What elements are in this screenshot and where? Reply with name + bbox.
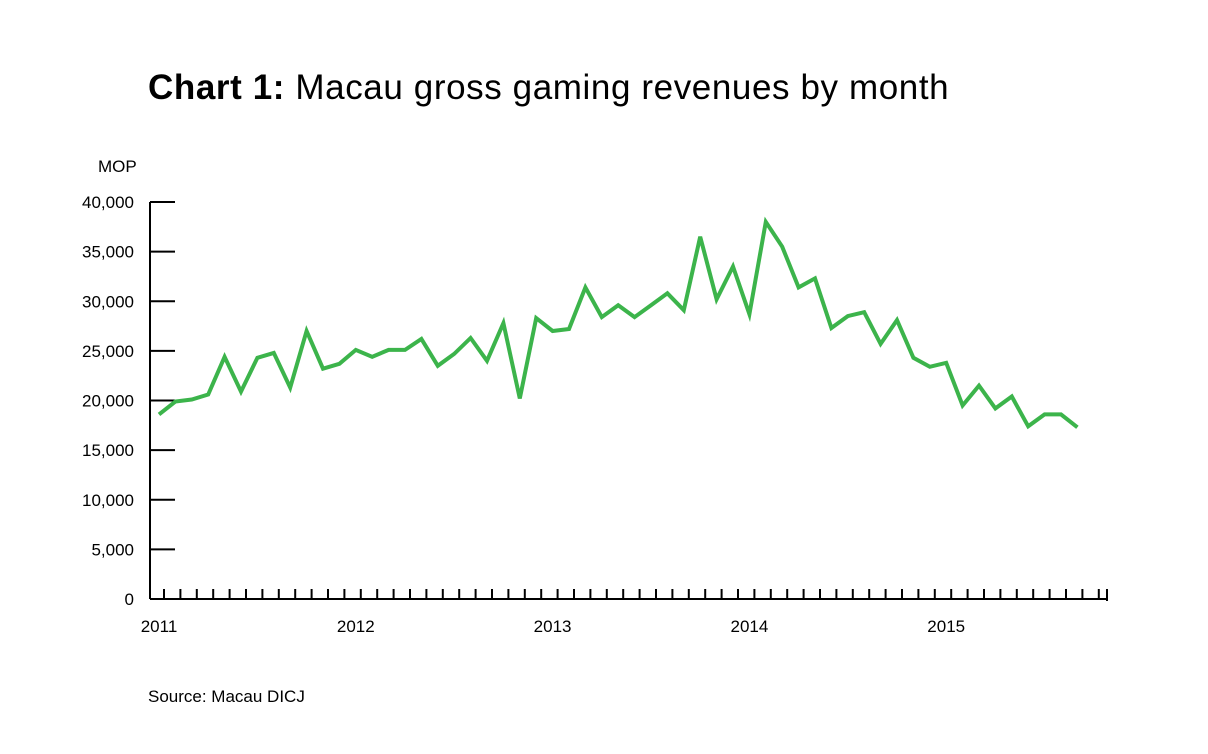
data-point — [829, 326, 833, 330]
chart-title-label: Chart 1: — [148, 68, 286, 107]
data-point — [616, 303, 620, 307]
y-tick-label: 40,000 — [82, 193, 134, 212]
data-point — [1010, 395, 1014, 399]
data-point — [665, 291, 669, 295]
data-point — [879, 342, 883, 346]
data-point — [633, 315, 637, 319]
data-point — [436, 364, 440, 368]
data-point — [583, 285, 587, 289]
y-tick-label: 20,000 — [82, 392, 134, 411]
data-point — [993, 406, 997, 410]
data-point — [370, 355, 374, 359]
data-point — [354, 348, 358, 352]
data-point — [649, 303, 653, 307]
data-point — [1043, 412, 1047, 416]
y-tick-label: 15,000 — [82, 441, 134, 460]
data-point — [305, 329, 309, 333]
y-tick-label: 25,000 — [82, 342, 134, 361]
data-point — [944, 361, 948, 365]
data-point — [1075, 425, 1079, 429]
data-point — [846, 314, 850, 318]
y-tick-label: 30,000 — [82, 292, 134, 311]
data-point — [961, 404, 965, 408]
data-point — [419, 337, 423, 341]
y-tick-label: 10,000 — [82, 491, 134, 510]
data-point — [698, 235, 702, 239]
x-tick-label: 2014 — [730, 617, 768, 636]
data-point — [206, 393, 210, 397]
data-point — [895, 318, 899, 322]
data-point — [928, 365, 932, 369]
data-point — [501, 321, 505, 325]
data-point — [551, 329, 555, 333]
data-point — [813, 276, 817, 280]
data-point — [682, 308, 686, 312]
data-point — [731, 265, 735, 269]
y-axis-unit-label: MOP — [98, 157, 137, 176]
data-point — [747, 312, 751, 316]
data-point — [173, 400, 177, 404]
data-point — [1059, 412, 1063, 416]
x-tick-label: 2012 — [337, 617, 375, 636]
data-point — [862, 310, 866, 314]
data-point — [255, 356, 259, 360]
data-point — [764, 220, 768, 224]
data-point — [797, 285, 801, 289]
data-point — [337, 362, 341, 366]
data-point — [600, 315, 604, 319]
data-point — [469, 336, 473, 340]
data-point — [911, 356, 915, 360]
data-point — [157, 412, 161, 416]
data-point — [518, 397, 522, 401]
series-line — [157, 216, 1079, 430]
data-point — [780, 245, 784, 249]
data-point — [1026, 424, 1030, 428]
y-tick-label: 35,000 — [82, 243, 134, 262]
data-point — [715, 297, 719, 301]
x-tick-label: 2011 — [141, 617, 178, 636]
chart-title-text: Macau gross gaming revenues by month — [295, 68, 950, 107]
data-point — [288, 386, 292, 390]
data-point — [977, 384, 981, 388]
chart-title: Chart 1: Macau gross gaming revenues by … — [148, 66, 949, 110]
source-note: Source: Macau DICJ — [148, 687, 305, 706]
data-point — [387, 348, 391, 352]
x-tick-label: 2013 — [534, 617, 572, 636]
data-point — [239, 390, 243, 394]
y-tick-label: 5,000 — [91, 540, 134, 559]
data-point — [485, 359, 489, 363]
data-point — [321, 367, 325, 371]
data-point — [534, 316, 538, 320]
data-point — [190, 398, 194, 402]
x-tick-label: 2015 — [927, 617, 965, 636]
data-point — [567, 327, 571, 331]
data-point — [272, 351, 276, 355]
data-point — [452, 352, 456, 356]
data-point — [223, 355, 227, 359]
y-tick-label: 0 — [125, 590, 134, 609]
data-point — [403, 348, 407, 352]
